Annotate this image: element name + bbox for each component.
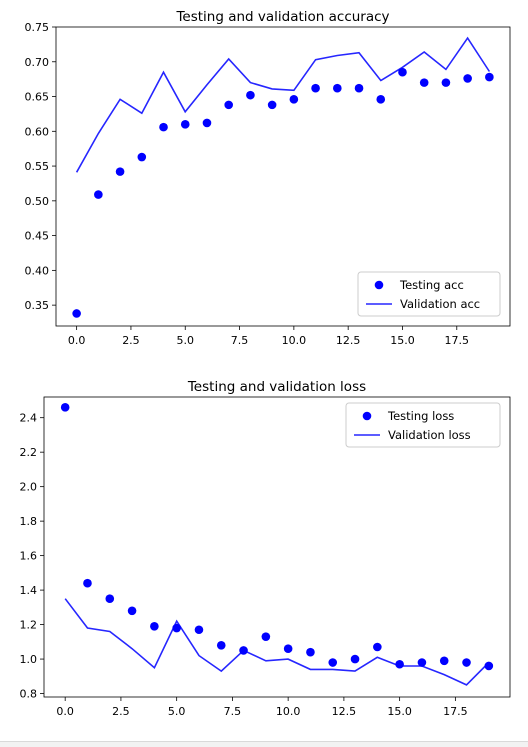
testing-data-point bbox=[137, 152, 147, 162]
y-tick-label: 0.70 bbox=[25, 56, 50, 69]
y-tick-label: 1.8 bbox=[20, 515, 38, 528]
loss-chart: Testing and validation loss 0.0 2.5 5.0 7.5 1… bbox=[20, 379, 511, 718]
testing-data-point bbox=[83, 578, 92, 588]
legend-label: Testing acc bbox=[399, 278, 464, 292]
y-tick-label: 2.2 bbox=[20, 446, 38, 459]
testing-data-point bbox=[306, 647, 315, 657]
testing-data-point bbox=[224, 100, 233, 110]
testing-data-point bbox=[72, 309, 81, 318]
y-tick-label: 0.75 bbox=[25, 21, 50, 34]
accuracy-chart: Testing and validation accuracy 0.0 2.5 5.0… bbox=[25, 9, 511, 347]
legend-label: Validation loss bbox=[388, 428, 471, 442]
y-tick-label: 2.4 bbox=[20, 412, 38, 425]
testing-data-point bbox=[419, 78, 429, 87]
y-tick-label: 0.35 bbox=[25, 299, 50, 312]
x-tick-label: 0.0 bbox=[68, 334, 86, 347]
chart-title: Testing and validation accuracy bbox=[175, 9, 389, 25]
x-tick-label: 12.5 bbox=[336, 334, 361, 347]
testing-data-point bbox=[376, 95, 386, 104]
testing-data-point bbox=[246, 90, 255, 100]
y-tick-label: 0.65 bbox=[25, 91, 50, 104]
x-tick-label: 7.5 bbox=[231, 334, 249, 347]
x-tick-label: 12.5 bbox=[332, 705, 357, 718]
legend-label: Testing loss bbox=[387, 409, 454, 423]
x-tick-label: 5.0 bbox=[176, 334, 194, 347]
testing-data-point bbox=[354, 83, 364, 93]
testing-data-point bbox=[289, 95, 299, 104]
testing-data-point bbox=[60, 403, 70, 412]
testing-data-point bbox=[441, 78, 451, 87]
legend-point-swatch bbox=[374, 280, 384, 290]
testing-data-point bbox=[150, 622, 159, 631]
testing-data-point bbox=[127, 606, 137, 616]
testing-data-point bbox=[439, 656, 449, 666]
x-tick-label: 17.5 bbox=[443, 705, 468, 718]
y-tick-label: 0.60 bbox=[25, 125, 50, 138]
testing-data-point bbox=[462, 658, 471, 667]
testing-data-point bbox=[261, 632, 271, 641]
x-tick-label: 15.0 bbox=[390, 334, 415, 347]
x-tick-label: 0.0 bbox=[56, 705, 74, 718]
testing-data-point bbox=[417, 658, 427, 667]
x-tick-label: 5.0 bbox=[168, 705, 186, 718]
testing-data-point bbox=[194, 625, 204, 635]
testing-data-point bbox=[485, 72, 494, 82]
plot-area-frame bbox=[43, 396, 511, 698]
y-tick-label: 2.0 bbox=[20, 481, 38, 494]
testing-data-point bbox=[373, 642, 382, 652]
y-tick-label: 1.4 bbox=[20, 584, 38, 597]
testing-data-point bbox=[267, 100, 277, 110]
legend-box bbox=[357, 271, 501, 317]
y-tick-label: 0.40 bbox=[25, 264, 50, 277]
y-tick-label: 1.0 bbox=[20, 653, 38, 666]
y-tick-label: 1.6 bbox=[20, 550, 38, 563]
legend: Testing loss Validation loss bbox=[345, 402, 501, 448]
testing-data-point bbox=[328, 658, 338, 667]
legend: Testing acc Validation acc bbox=[357, 271, 501, 317]
y-tick-label: 1.2 bbox=[20, 619, 38, 632]
plot-area-frame bbox=[55, 26, 511, 327]
x-tick-label: 7.5 bbox=[224, 705, 242, 718]
testing-data-point bbox=[283, 644, 293, 654]
y-tick-label: 0.8 bbox=[20, 688, 38, 701]
testing-data-point bbox=[105, 594, 115, 604]
testing-data-point bbox=[94, 190, 103, 199]
x-tick-label: 15.0 bbox=[387, 705, 412, 718]
testing-data-point bbox=[398, 67, 407, 77]
testing-data-point bbox=[216, 640, 226, 650]
x-tick-label: 10.0 bbox=[282, 334, 307, 347]
validation-series-line bbox=[75, 36, 491, 173]
bottom-scroll-strip bbox=[0, 741, 528, 747]
chart-title: Testing and validation loss bbox=[187, 379, 366, 395]
x-tick-label: 2.5 bbox=[122, 334, 140, 347]
validation-series-line bbox=[64, 598, 490, 686]
testing-data-point bbox=[159, 122, 168, 132]
testing-data-point bbox=[115, 167, 125, 176]
testing-data-point bbox=[180, 120, 190, 129]
legend-label: Validation acc bbox=[400, 297, 480, 311]
testing-data-point bbox=[311, 83, 320, 93]
x-tick-label: 10.0 bbox=[276, 705, 301, 718]
testing-data-point bbox=[333, 83, 342, 93]
legend-point-swatch bbox=[362, 411, 372, 421]
testing-data-point bbox=[463, 74, 472, 83]
y-tick-label: 0.55 bbox=[25, 160, 50, 173]
testing-data-point bbox=[202, 118, 212, 128]
x-tick-label: 2.5 bbox=[112, 705, 130, 718]
legend-box bbox=[345, 402, 501, 448]
x-tick-label: 17.5 bbox=[445, 334, 470, 347]
y-tick-label: 0.45 bbox=[25, 230, 50, 243]
testing-data-point bbox=[350, 654, 360, 664]
y-tick-label: 0.50 bbox=[25, 195, 50, 208]
